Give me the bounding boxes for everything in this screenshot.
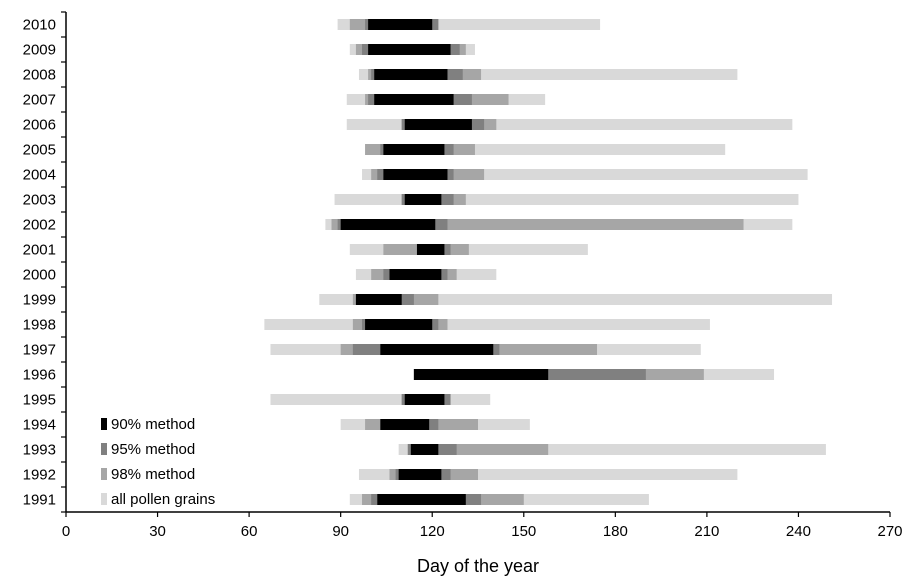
bar-all-pollen-grains-1992	[358, 469, 738, 480]
y-tick-label: 1999	[23, 292, 56, 309]
axes-layer	[65, 12, 890, 513]
bar-90-method-2001	[416, 244, 445, 255]
bar-90-method-2000	[389, 269, 442, 280]
legend-label: 90% method	[111, 416, 195, 433]
y-tick-layer: 2010 2009 2008 2007 2006 2005 2004 2003 2002 2001…	[23, 11, 66, 513]
bar-all-pollen-grains-2005	[365, 144, 726, 155]
bar-90-method-1996	[413, 369, 549, 380]
bar-all-pollen-grains-1999	[319, 294, 833, 305]
legend-label: 98% method	[111, 466, 195, 483]
bar-90-method-1997	[380, 344, 494, 355]
bar-all-pollen-grains-1995	[270, 394, 491, 405]
bar-all-pollen-grains-2010	[337, 19, 601, 30]
bar-90-method-1991	[377, 494, 466, 505]
bar-90-method-2003	[404, 194, 442, 205]
x-axis-title: Day of the year	[417, 556, 539, 576]
y-tick-label: 2000	[23, 267, 56, 284]
legend-swatch	[101, 418, 107, 430]
bar-all-pollen-grains-2001	[349, 244, 588, 255]
bar-90-method-2004	[383, 169, 448, 180]
legend-label: 95% method	[111, 441, 195, 458]
bar-90-method-1994	[380, 419, 430, 430]
bars-layer	[264, 19, 833, 505]
y-tick-label: 2004	[23, 167, 56, 184]
y-tick-label: 2002	[23, 217, 56, 234]
bar-90-method-2009	[368, 44, 451, 55]
legend-swatch	[101, 443, 107, 455]
y-tick-label: 1995	[23, 392, 56, 409]
bar-98-method-1993	[407, 444, 549, 455]
bar-90-method-2002	[340, 219, 436, 230]
bar-all-pollen-grains-2008	[358, 69, 738, 80]
x-tick-label: 60	[241, 523, 258, 540]
bar-90-method-2006	[404, 119, 472, 130]
x-tick-label: 30	[149, 523, 166, 540]
bar-all-pollen-grains-2006	[346, 119, 793, 130]
y-tick-label: 2010	[23, 17, 56, 34]
y-tick-label: 2003	[23, 192, 56, 209]
x-tick-label: 180	[603, 523, 628, 540]
legend-label: all pollen grains	[111, 491, 215, 508]
x-tick-label: 210	[694, 523, 719, 540]
x-tick-label: 90	[332, 523, 349, 540]
legend: 90% method 95% method 98% method all pollen…	[101, 416, 215, 508]
x-tick-label: 0	[62, 523, 70, 540]
bar-90-method-1992	[398, 469, 442, 480]
bar-98-method-2002	[331, 219, 744, 230]
legend-swatch	[101, 493, 107, 505]
bar-90-method-1995	[404, 394, 445, 405]
y-tick-label: 2008	[23, 67, 56, 84]
x-tick-layer: 0 30 60 90 120 150 180 210 240 270	[62, 512, 903, 540]
x-tick-label: 120	[420, 523, 445, 540]
bar-all-pollen-grains-2003	[334, 194, 799, 205]
bar-90-method-2007	[374, 94, 454, 105]
bar-90-method-1999	[355, 294, 402, 305]
bar-90-method-1998	[365, 319, 433, 330]
y-tick-label: 1998	[23, 317, 56, 334]
x-tick-label: 270	[877, 523, 902, 540]
bar-all-pollen-grains-2004	[362, 169, 808, 180]
y-tick-label: 1997	[23, 342, 56, 359]
bar-90-method-1993	[410, 444, 439, 455]
y-tick-label: 1991	[23, 492, 56, 509]
y-tick-label: 1992	[23, 467, 56, 484]
y-tick-label: 1993	[23, 442, 56, 459]
bar-90-method-2010	[368, 19, 433, 30]
bar-90-method-2005	[383, 144, 445, 155]
bar-90-method-2008	[374, 69, 448, 80]
y-tick-label: 2007	[23, 92, 56, 109]
legend-swatch	[101, 468, 107, 480]
x-tick-label: 240	[786, 523, 811, 540]
y-tick-label: 2001	[23, 242, 56, 259]
bar-all-pollen-grains-1998	[264, 319, 710, 330]
y-tick-label: 2005	[23, 142, 56, 159]
y-tick-label: 1996	[23, 367, 56, 384]
y-tick-label: 2006	[23, 117, 56, 134]
x-tick-label: 150	[511, 523, 536, 540]
y-tick-label: 1994	[23, 417, 56, 434]
y-tick-label: 2009	[23, 42, 56, 59]
bar-all-pollen-grains-1993	[398, 444, 826, 455]
